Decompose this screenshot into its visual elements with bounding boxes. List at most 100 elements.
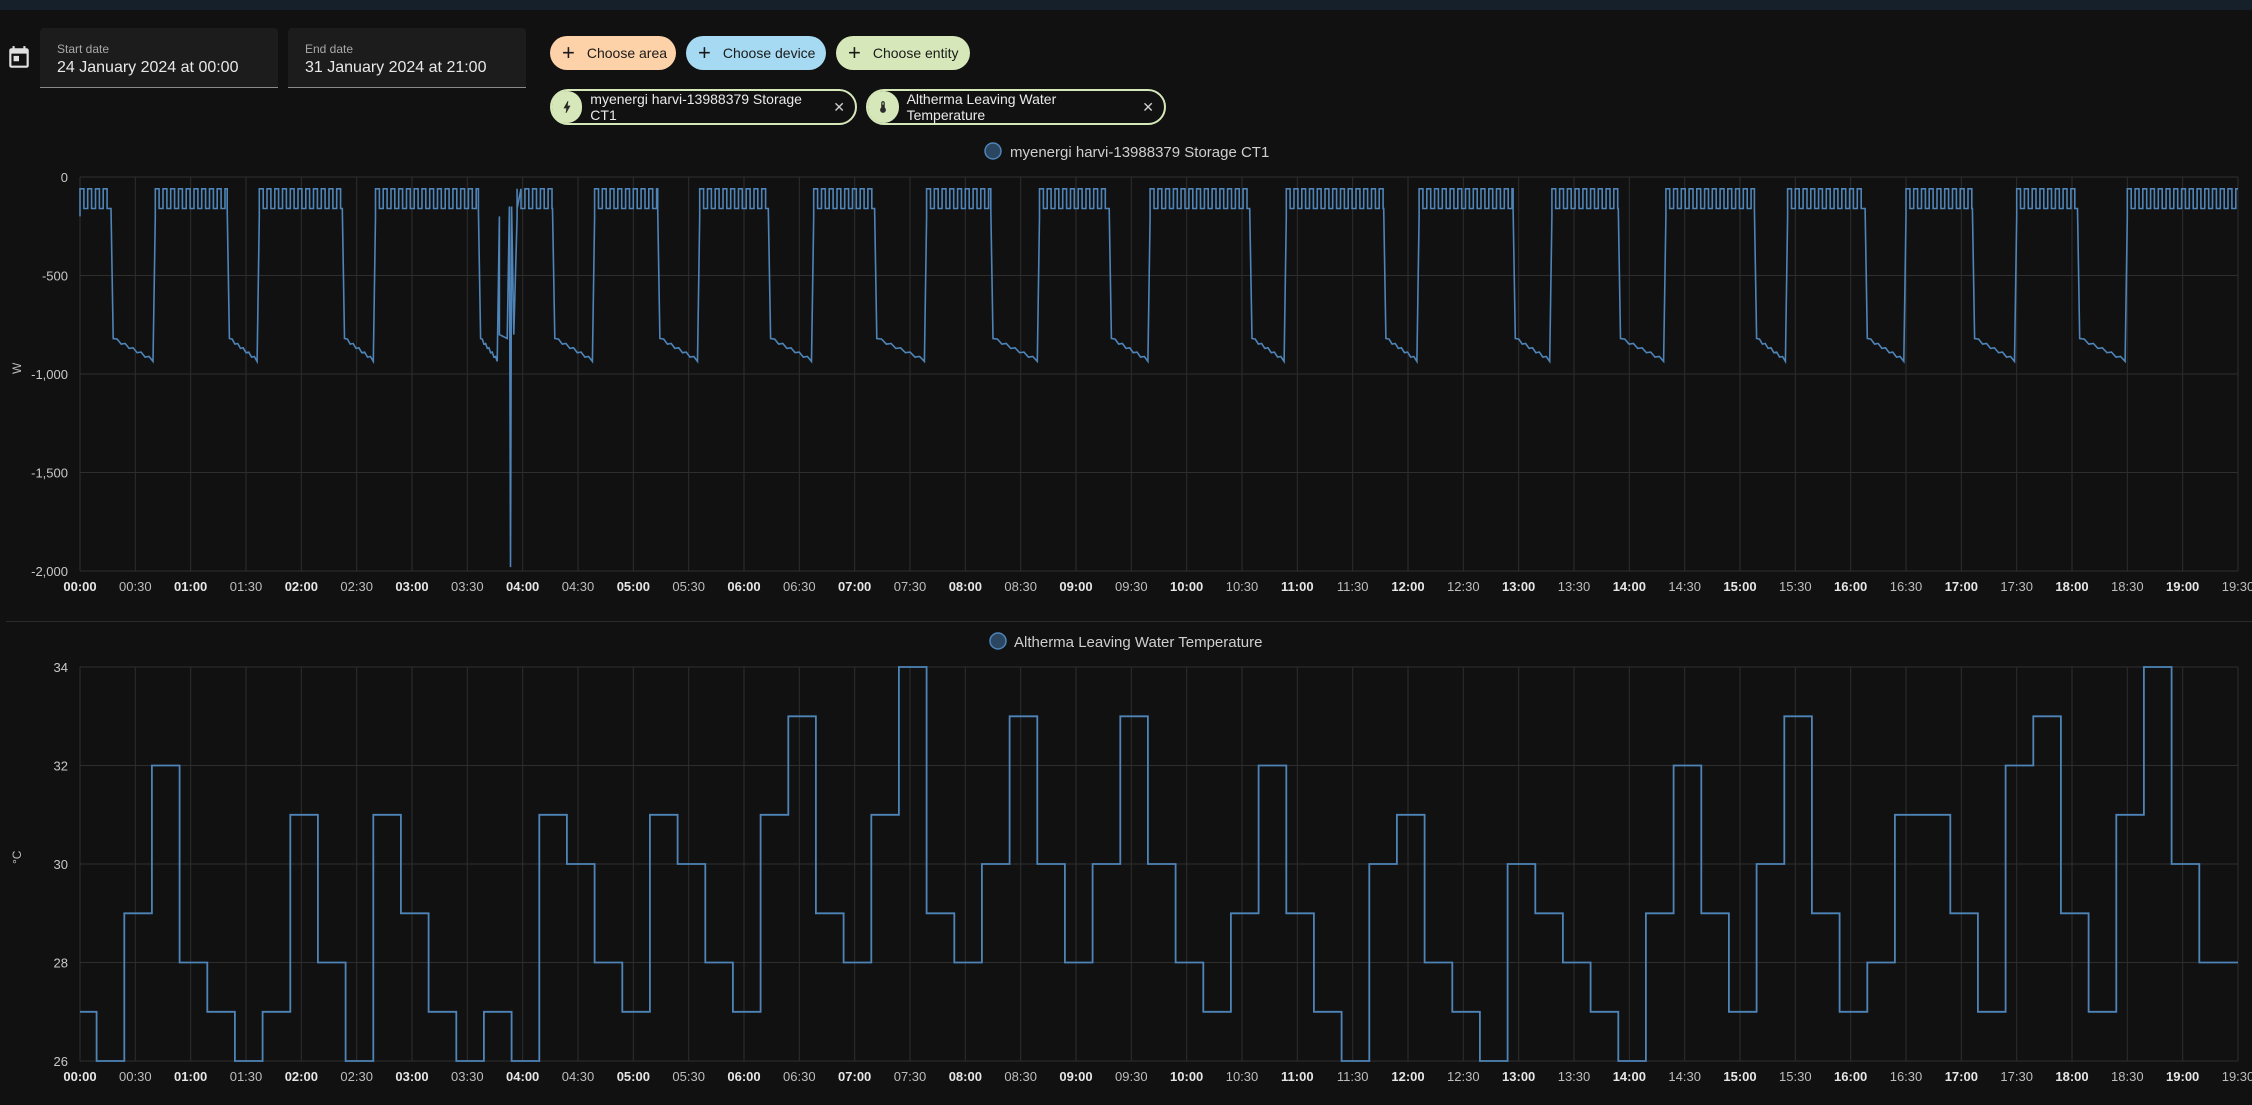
entity-chip-storage-ct1[interactable]: myenergi harvi-13988379 Storage CT1 ✕ (550, 89, 857, 125)
plus-icon: + (562, 40, 575, 65)
x-tick-label: 07:00 (838, 1069, 871, 1084)
x-tick-label: 02:00 (285, 579, 318, 594)
entity-chip-label: myenergi harvi-13988379 Storage CT1 (590, 91, 802, 123)
x-tick-label: 05:30 (672, 579, 705, 594)
x-tick-label: 11:30 (1337, 1069, 1369, 1084)
x-tick-label: 19:00 (2166, 579, 2199, 594)
x-tick-label: 18:00 (2055, 1069, 2088, 1084)
x-tick-label: 11:30 (1337, 579, 1369, 594)
start-date-value: 24 January 2024 at 00:00 (57, 59, 239, 76)
y-tick-label: 28 (54, 956, 68, 971)
x-tick-label: 01:00 (174, 1069, 207, 1084)
choose-device-label: Choose device (722, 45, 816, 61)
power-chart: myenergi harvi-13988379 Storage CT1 W 0 -… (10, 142, 2252, 594)
x-tick-label: 00:30 (119, 1069, 152, 1084)
x-tick-label: 13:00 (1502, 1069, 1535, 1084)
top-app-bar (0, 0, 2252, 10)
x-tick-label: 17:30 (2000, 579, 2033, 594)
chart-divider (6, 621, 2252, 622)
y-tick-label: -2,000 (31, 564, 68, 579)
entity-chip-leaving-water-temp[interactable]: Altherma Leaving Water Temperature ✕ (866, 89, 1166, 125)
choose-entity-button[interactable]: + Choose entity (836, 36, 970, 70)
x-tick-label: 17:00 (1945, 1069, 1978, 1084)
x-tick-label: 01:00 (174, 579, 207, 594)
x-tick-label: 11:00 (1281, 1069, 1314, 1084)
x-tick-label: 10:30 (1226, 1069, 1259, 1084)
plus-icon: + (848, 40, 861, 65)
x-tick-label: 14:30 (1668, 1069, 1701, 1084)
x-tick-label: 08:00 (949, 1069, 982, 1084)
x-tick-label: 12:30 (1447, 579, 1480, 594)
x-tick-label: 02:00 (285, 1069, 318, 1084)
x-tick-label: 07:30 (894, 579, 927, 594)
x-tick-label: 16:30 (1890, 579, 1923, 594)
x-tick-label: 17:30 (2000, 1069, 2033, 1084)
x-tick-label: 00:30 (119, 579, 152, 594)
x-tick-label: 03:00 (395, 1069, 428, 1084)
x-tick-label: 13:30 (1558, 579, 1591, 594)
x-tick-label: 14:00 (1613, 579, 1646, 594)
start-date-field[interactable]: Start date 24 January 2024 at 00:00 (40, 28, 278, 88)
x-tick-label: 10:00 (1170, 579, 1203, 594)
lightning-bolt-icon (552, 91, 583, 123)
series-line-storage-ct1 (79, 188, 2238, 568)
x-tick-label: 05:30 (672, 1069, 705, 1084)
legend-label: Altherma Leaving Water Temperature (1014, 634, 1262, 651)
x-tick-label: 16:00 (1834, 1069, 1867, 1084)
x-tick-label: 00:00 (63, 579, 96, 594)
x-tick-label: 06:30 (783, 579, 816, 594)
x-tick-label: 16:30 (1890, 1069, 1923, 1084)
y-tick-label: -1,500 (31, 466, 68, 481)
x-tick-label: 04:00 (506, 1069, 539, 1084)
entity-chip-label: Altherma Leaving Water Temperature (906, 91, 1057, 123)
x-tick-label: 04:30 (562, 1069, 595, 1084)
x-tick-label: 11:00 (1281, 579, 1314, 594)
choose-area-label: Choose area (586, 45, 668, 61)
x-tick-label: 09:00 (1059, 1069, 1092, 1084)
x-tick-label: 17:00 (1945, 579, 1978, 594)
x-tick-label: 01:30 (230, 579, 263, 594)
x-tick-label: 07:30 (894, 1069, 927, 1084)
end-date-label: End date (305, 42, 354, 56)
x-tick-label: 15:00 (1723, 579, 1756, 594)
x-tick-label: 04:00 (506, 579, 539, 594)
y-tick-label: 34 (54, 660, 68, 675)
x-tick-label: 19:30 (2222, 1069, 2252, 1084)
thermometer-icon (868, 91, 899, 123)
x-tick-label: 08:00 (949, 579, 982, 594)
x-tick-label: 18:30 (2111, 579, 2144, 594)
x-tick-label: 05:00 (617, 579, 650, 594)
end-date-field[interactable]: End date 31 January 2024 at 21:00 (288, 28, 526, 88)
choose-device-button[interactable]: + Choose device (686, 36, 826, 70)
chart-legend[interactable]: myenergi harvi-13988379 Storage CT1 (984, 142, 1269, 161)
x-tick-label: 02:30 (340, 1069, 373, 1084)
temperature-chart: Altherma Leaving Water Temperature °C 26… (10, 632, 2252, 1084)
x-tick-label: 19:30 (2222, 579, 2252, 594)
x-tick-label: 15:30 (1779, 579, 1812, 594)
x-tick-label: 00:00 (63, 1069, 96, 1084)
x-tick-label: 13:00 (1502, 579, 1535, 594)
close-icon[interactable]: ✕ (1142, 98, 1154, 115)
chart-legend[interactable]: Altherma Leaving Water Temperature (989, 632, 1262, 651)
y-tick-label: -500 (42, 269, 68, 284)
calendar-icon[interactable] (6, 44, 32, 72)
legend-label: myenergi harvi-13988379 Storage CT1 (1010, 144, 1269, 161)
start-date-label: Start date (57, 42, 110, 56)
x-tick-label: 09:30 (1115, 579, 1148, 594)
x-tick-label: 18:00 (2055, 579, 2088, 594)
x-tick-label: 08:30 (1004, 579, 1037, 594)
x-tick-label: 03:30 (451, 579, 484, 594)
series-line-leaving-water-temperature (80, 666, 2238, 1062)
choose-area-button[interactable]: + Choose area (550, 36, 676, 70)
x-tick-label: 15:00 (1723, 1069, 1756, 1084)
y-tick-label: 30 (54, 857, 68, 872)
x-tick-label: 07:00 (838, 579, 871, 594)
legend-marker (989, 632, 1007, 650)
y-tick-label: 32 (54, 759, 68, 774)
x-tick-label: 06:30 (783, 1069, 816, 1084)
x-tick-label: 16:00 (1834, 579, 1867, 594)
close-icon[interactable]: ✕ (833, 98, 845, 115)
choose-entity-label: Choose entity (872, 45, 959, 61)
x-tick-label: 02:30 (340, 579, 373, 594)
x-tick-label: 15:30 (1779, 1069, 1812, 1084)
